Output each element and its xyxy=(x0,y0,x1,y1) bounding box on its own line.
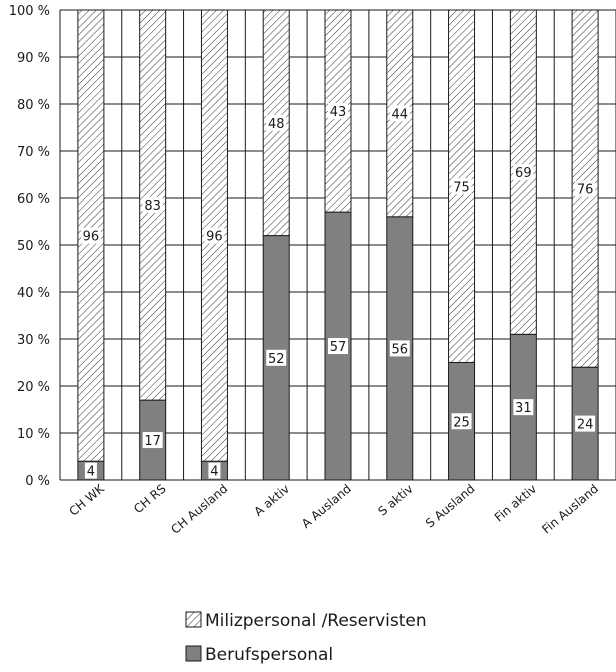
category-label-2: CH Ausland xyxy=(168,482,230,537)
data-label-milizpersonal-8-bg xyxy=(575,180,596,197)
data-label-milizpersonal-8: 76 xyxy=(577,183,594,198)
data-label-milizpersonal-5-bg xyxy=(389,105,410,122)
data-label-berufspersonal-0-bg xyxy=(84,462,97,479)
category-label-3: A aktiv xyxy=(251,482,292,519)
category-label-6: S Ausland xyxy=(423,482,478,531)
category-label-8: Fin Ausland xyxy=(539,482,601,537)
y-tick-label: 90 % xyxy=(17,51,50,66)
data-label-berufspersonal-2-bg xyxy=(208,462,221,479)
y-tick-label: 10 % xyxy=(17,427,50,442)
data-label-milizpersonal-3-bg xyxy=(266,114,287,131)
data-label-milizpersonal-6: 75 xyxy=(453,180,470,195)
data-label-berufspersonal-5-bg xyxy=(389,340,410,357)
data-label-milizpersonal-7-bg xyxy=(513,164,534,181)
data-label-berufspersonal-0: 4 xyxy=(87,465,95,480)
data-label-berufspersonal-2: 4 xyxy=(210,465,218,480)
data-labels: 4 96 17 83 4 96 52 48 57 43 56 44 25 75 31 69 24 76 xyxy=(80,103,596,480)
category-label-7: Fin aktiv xyxy=(492,482,539,525)
y-tick-label: 70 % xyxy=(17,145,50,160)
category-label-0: CH WK xyxy=(66,481,107,519)
y-axis: 0 % 10 % 20 % 30 % 40 % 50 % 60 % 70 % 80 % 90 % 1… xyxy=(9,4,50,489)
data-label-berufspersonal-7: 31 xyxy=(515,401,532,416)
category-label-4: A Ausland xyxy=(299,482,354,531)
data-label-berufspersonal-7-bg xyxy=(513,399,534,416)
data-label-milizpersonal-1: 83 xyxy=(144,199,161,214)
data-label-milizpersonal-7: 69 xyxy=(515,166,532,181)
data-label-milizpersonal-3: 48 xyxy=(268,117,285,132)
data-label-berufspersonal-6: 25 xyxy=(453,415,470,430)
data-label-milizpersonal-1-bg xyxy=(142,197,163,214)
data-label-berufspersonal-8: 24 xyxy=(577,418,594,433)
data-label-milizpersonal-4: 43 xyxy=(330,105,347,120)
data-label-milizpersonal-4-bg xyxy=(328,103,348,120)
data-label-milizpersonal-5: 44 xyxy=(392,107,409,122)
data-label-milizpersonal-0-bg xyxy=(80,227,101,244)
data-label-milizpersonal-6-bg xyxy=(451,178,472,195)
y-tick-label: 20 % xyxy=(17,380,50,395)
y-tick-label: 80 % xyxy=(17,98,50,113)
data-label-berufspersonal-8-bg xyxy=(575,415,596,432)
category-labels: CH WK CH RS CH Ausland A aktiv A Ausland S ak… xyxy=(66,481,601,537)
data-label-berufspersonal-3-bg xyxy=(266,349,287,366)
legend-swatch-0 xyxy=(185,611,202,628)
data-label-milizpersonal-0: 96 xyxy=(83,230,100,245)
legend: Milizpersonal /Reservisten Berufspersonal xyxy=(185,611,427,665)
data-label-berufspersonal-4-bg xyxy=(328,338,348,355)
data-label-berufspersonal-3: 52 xyxy=(268,352,285,367)
data-label-berufspersonal-6-bg xyxy=(451,413,472,430)
category-label-5: S aktiv xyxy=(375,482,415,519)
y-tick-label: 40 % xyxy=(17,286,50,301)
y-tick-label: 30 % xyxy=(17,333,50,348)
data-label-milizpersonal-2: 96 xyxy=(206,230,223,245)
legend-swatch-1 xyxy=(185,645,202,662)
data-label-berufspersonal-5: 56 xyxy=(392,342,409,357)
y-tick-label: 0 % xyxy=(25,474,50,489)
category-label-1: CH RS xyxy=(131,482,168,517)
y-tick-label: 60 % xyxy=(17,192,50,207)
data-label-berufspersonal-4: 57 xyxy=(330,340,347,355)
data-label-milizpersonal-2-bg xyxy=(204,227,225,244)
data-label-berufspersonal-1: 17 xyxy=(144,434,161,449)
y-tick-label: 50 % xyxy=(17,239,50,254)
data-label-berufspersonal-1-bg xyxy=(142,432,163,449)
legend-label-0: Milizpersonal /Reservisten xyxy=(205,611,427,631)
legend-label-1: Berufspersonal xyxy=(205,645,333,665)
y-tick-label: 100 % xyxy=(9,4,50,19)
